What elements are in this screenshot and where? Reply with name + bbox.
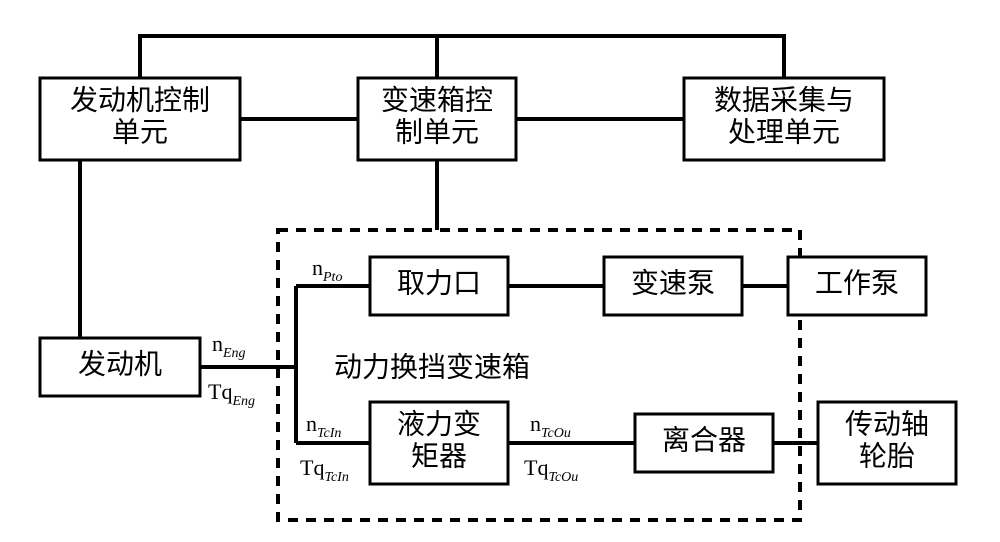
- signal-n_tcou: nTcOu: [530, 411, 571, 441]
- signal-tq_tcou: TqTcOu: [524, 455, 578, 485]
- node-ecu-label-1: 单元: [112, 117, 168, 149]
- node-wpump-label-0: 工作泵: [815, 267, 899, 299]
- node-ecu-label-0: 发动机控制: [70, 84, 210, 116]
- node-tc-label-0: 液力变: [397, 408, 481, 440]
- node-tcu-label-1: 制单元: [395, 117, 479, 149]
- signal-n_pto: nPto: [312, 255, 342, 285]
- signal-n_eng: nEng: [212, 331, 246, 361]
- signal-tq_tcin: TqTcIn: [300, 455, 349, 485]
- gearbox-group-label: 动力换挡变速箱: [334, 351, 530, 383]
- node-shaft-label-0: 传动轴: [845, 408, 929, 440]
- node-clutch-label-0: 离合器: [662, 424, 746, 456]
- signal-n_tcin: nTcIn: [306, 411, 341, 441]
- node-pto-label-0: 取力口: [397, 267, 481, 299]
- node-tc-label-1: 矩器: [411, 441, 467, 473]
- node-daq-label-0: 数据采集与: [714, 84, 854, 116]
- node-shaft-label-1: 轮胎: [859, 441, 915, 473]
- node-daq-label-1: 处理单元: [728, 117, 840, 149]
- node-vpump-label-0: 变速泵: [631, 267, 715, 299]
- block-diagram: 动力换挡变速箱 发动机控制单元 变速箱控制单元 数据采集与处理单元发动机 取力口 变速泵 工…: [0, 0, 1000, 542]
- node-tcu-label-0: 变速箱控: [381, 84, 493, 116]
- node-engine-label-0: 发动机: [78, 348, 162, 380]
- edge-bus-top: [140, 36, 784, 78]
- signal-tq_eng: TqEng: [208, 379, 255, 409]
